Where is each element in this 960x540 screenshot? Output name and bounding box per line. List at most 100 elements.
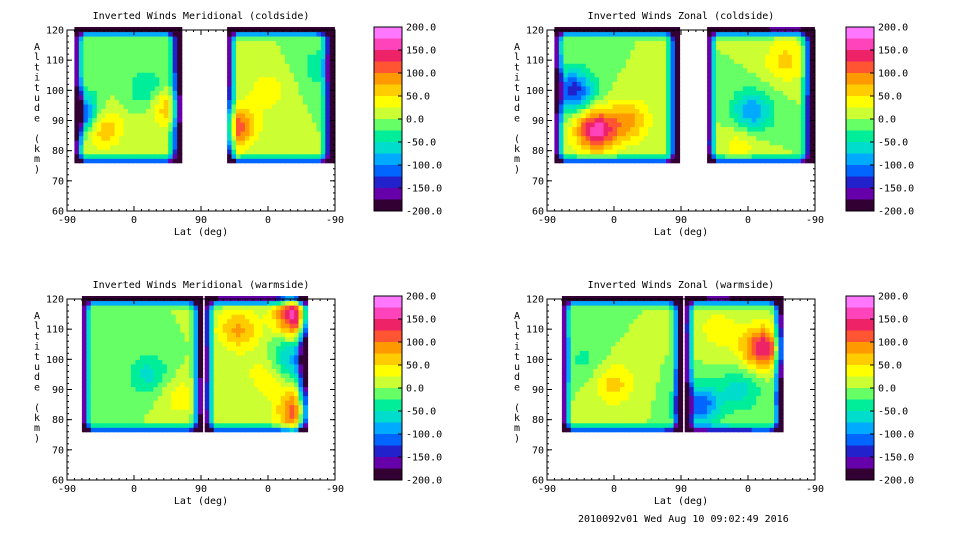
heatmap-cell [175,318,181,324]
heatmap-cell [805,131,811,137]
heatmap-cell [92,45,98,51]
heatmap-cell [267,45,273,51]
heatmap-cell [634,135,640,141]
heatmap-cell [796,31,802,37]
heatmap-cell [83,90,89,96]
heatmap-cell [253,418,259,424]
heatmap-cell [276,131,282,137]
heatmap-cell [96,108,102,114]
heatmap-cell [747,140,753,146]
heatmap-cell [643,67,649,73]
heatmap-cell [643,63,649,69]
heatmap-cell [716,122,722,128]
heatmap-cell [171,359,177,365]
heatmap-cell [148,400,154,406]
heatmap-cell [227,85,233,91]
heatmap-cell [657,140,663,146]
heatmap-cell [289,413,295,419]
heatmap-cell [132,36,138,42]
heatmap-cell [787,58,793,64]
heatmap-cell [117,422,123,428]
heatmap-cell [87,58,93,64]
heatmap-cell [74,76,80,82]
heatmap-cell [657,131,663,137]
heatmap-cell [590,158,596,164]
heatmap-cell [809,81,815,87]
heatmap-cell [253,122,259,128]
heatmap-cell [131,354,137,360]
heatmap-cell [145,63,151,69]
heatmap-cell [617,63,623,69]
heatmap-cell [707,135,713,141]
heatmap-cell [231,76,237,82]
heatmap-cell [159,140,165,146]
heatmap-cell [276,377,282,383]
heatmap-cell [193,400,199,406]
heatmap-cell [213,404,219,410]
heatmap-cell [809,94,815,100]
heatmap-cell [74,31,80,37]
heatmap-cell [585,76,591,82]
heatmap-cell [733,67,739,73]
heatmap-cell [716,103,722,109]
heatmap-cell [122,395,128,401]
heatmap-cell [222,422,228,428]
heatmap-cell [724,58,730,64]
heatmap-cell [140,386,146,392]
heatmap-cell [198,354,204,360]
heatmap-cell [303,400,309,406]
heatmap-cell [276,400,282,406]
heatmap-cell [733,85,739,91]
heatmap-cell [581,45,587,51]
heatmap-cell [316,153,322,159]
heatmap-cell [558,85,564,91]
heatmap-cell [258,135,264,141]
heatmap-cell [599,45,605,51]
heatmap-cell [567,103,573,109]
heatmap-cell [769,140,775,146]
heatmap-cell [78,113,84,119]
heatmap-cell [585,31,591,37]
heatmap-cell [123,149,129,155]
heatmap-cell [271,386,277,392]
heatmap-cell [227,395,233,401]
heatmap-cell [168,144,174,150]
heatmap-cell [594,126,600,132]
heatmap-cell [163,144,169,150]
heatmap-cell [747,153,753,159]
heatmap-cell [303,350,309,356]
heatmap-cell [711,131,717,137]
heatmap-cell [603,31,609,37]
heatmap-cell [666,99,672,105]
heatmap-cell [189,404,195,410]
heatmap-cell [92,58,98,64]
heatmap-cell [572,31,578,37]
heatmap-cell [603,122,609,128]
heatmap-cell [303,149,309,155]
heatmap-cell [117,327,123,333]
heatmap-cell [81,413,87,419]
heatmap-cell [285,314,291,320]
heatmap-cell [612,90,618,96]
heatmap-cell [104,386,110,392]
heatmap-cell [222,323,228,329]
heatmap-cell [86,305,92,311]
heatmap-cell [796,72,802,78]
heatmap-cell [652,36,658,42]
heatmap-cell [778,94,784,100]
heatmap-cell [271,76,277,82]
heatmap-cell [769,81,775,87]
colorbar-tick-label: 150.0 [406,46,436,57]
heatmap-cell [168,149,174,155]
heatmap-cell [720,126,726,132]
heatmap-cell [198,305,204,311]
heatmap-cell [311,45,317,51]
heatmap-cell [280,404,286,410]
heatmap-cell [787,103,793,109]
heatmap-cell [751,144,757,150]
heatmap-cell [193,391,199,397]
heatmap-cell [298,314,304,320]
heatmap-cell [294,54,300,60]
heatmap-cell [567,140,573,146]
heatmap-cell [258,404,264,410]
